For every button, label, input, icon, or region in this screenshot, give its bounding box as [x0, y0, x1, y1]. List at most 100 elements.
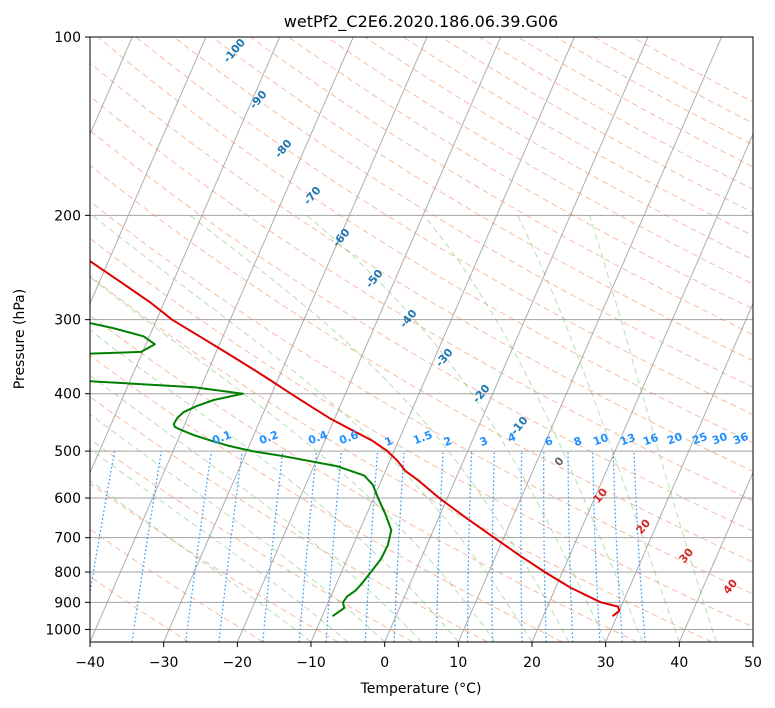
- dry-adiabat: [555, 37, 753, 146]
- moist-adiabat: [92, 214, 533, 642]
- moist-adiabat: [90, 448, 349, 642]
- dry-adiabat-label: -30: [433, 346, 456, 370]
- dry-adiabat: [326, 37, 753, 285]
- mixing-ratio-label: 1.5: [411, 428, 434, 447]
- mixing-ratio-label: 0.2: [257, 428, 280, 447]
- isotherm: [605, 302, 753, 642]
- mixing-ratio-label: 3: [478, 434, 490, 449]
- dry-adiabat-label: -70: [301, 184, 324, 208]
- dry-adiabat: [90, 164, 753, 563]
- dry-adiabat: [90, 396, 488, 642]
- dry-adiabat: [97, 37, 753, 444]
- dry-adiabat: [90, 575, 190, 642]
- dry-adiabat: [90, 314, 638, 642]
- dry-adiabat: [135, 37, 753, 416]
- moist-adiabat: [90, 479, 312, 642]
- moist-adiabat-label: 10: [590, 485, 610, 505]
- dry-adiabat-label: -90: [247, 88, 270, 112]
- profile-lines: [90, 259, 621, 618]
- mixing-ratio-line: [435, 451, 444, 642]
- moist-adiabat: [306, 214, 607, 642]
- dry-adiabat: [90, 62, 753, 472]
- isotherm: [531, 132, 753, 642]
- isotherm: [384, 37, 649, 642]
- mixing-ratio-label: 1: [383, 434, 395, 449]
- moist-adiabat-label: 40: [720, 576, 740, 596]
- y-tick-label: 800: [54, 565, 81, 581]
- x-tick-label: 30: [597, 655, 615, 671]
- dry-adiabat: [90, 528, 264, 642]
- mixing-ratio-line: [592, 451, 601, 642]
- mixing-ratio-line: [325, 451, 342, 642]
- moist-adiabat: [589, 215, 717, 642]
- isotherm: [236, 37, 502, 642]
- x-axis-label: Temperature (°C): [360, 681, 482, 697]
- chart-title: wetPf2_C2E6.2020.186.06.39.G06: [284, 12, 558, 32]
- mixing-ratio-line: [298, 451, 318, 642]
- isotherm: [752, 640, 753, 642]
- plot-frame: [89, 36, 754, 643]
- dry-adiabat: [90, 129, 753, 532]
- y-axis-label: Pressure (hPa): [12, 289, 28, 389]
- mixing-ratio-label: 8: [572, 434, 584, 449]
- x-tick-label: 50: [744, 655, 762, 671]
- mixing-ratio-line: [491, 451, 495, 642]
- dry-adiabat: [90, 354, 563, 642]
- mixing-ratio-line: [185, 451, 213, 642]
- dry-adiabat-label: -80: [272, 137, 295, 161]
- x-tick-label: −30: [149, 655, 179, 671]
- x-tick-label: 20: [523, 655, 541, 671]
- dry-adiabat: [364, 37, 753, 261]
- mixing-ratio-line: [262, 451, 284, 642]
- isotherm: [310, 37, 575, 642]
- isotherm: [457, 37, 723, 642]
- mixing-ratio-line: [90, 450, 116, 597]
- mixing-ratio-label: 13: [618, 431, 637, 448]
- dry-adiabat: [90, 95, 753, 502]
- y-tick-label: 700: [54, 531, 81, 547]
- isotherm: [0, 37, 59, 642]
- moist-adiabat: [90, 276, 496, 642]
- moist-adiabat-label: 20: [633, 516, 653, 536]
- x-tick-label: −10: [296, 655, 326, 671]
- mixing-ratio-label: 0.4: [306, 428, 329, 447]
- dewpoint-profile: [90, 322, 393, 618]
- mixing-ratio-label: 30: [710, 430, 729, 448]
- y-tick-label: 900: [54, 595, 81, 611]
- y-tick-label: 400: [54, 387, 81, 403]
- y-tick-label: 500: [54, 444, 81, 460]
- dry-adiabat: [90, 482, 339, 642]
- y-tick-label: 200: [54, 208, 81, 224]
- mixing-ratio-line: [520, 451, 523, 642]
- mixing-ratio-label: 4: [506, 430, 518, 445]
- dry-adiabat-label: -60: [330, 226, 353, 250]
- dry-adiabat: [90, 237, 753, 628]
- y-tick-label: 300: [54, 313, 81, 329]
- x-tick-label: −20: [223, 655, 253, 671]
- mixing-ratio-label: 20: [665, 430, 684, 448]
- x-tick-label: −40: [75, 655, 105, 671]
- isotherm: [163, 37, 428, 642]
- moist-adiabat: [517, 215, 680, 642]
- isotherm: [678, 471, 753, 642]
- mixing-ratio-line: [218, 451, 243, 642]
- dry-adiabat: [631, 37, 753, 103]
- isotherm: [90, 37, 354, 642]
- y-tick-label: 600: [54, 491, 81, 507]
- mixing-ratio-line: [633, 451, 646, 642]
- mixing-ratio-label: 6: [543, 434, 555, 449]
- dry-adiabat: [173, 37, 753, 388]
- dry-adiabat-label: -50: [363, 267, 386, 291]
- y-tick-label: 1000: [45, 622, 81, 638]
- y-tick-label: 100: [54, 30, 81, 46]
- mixing-ratio-label: 25: [690, 430, 709, 447]
- dry-adiabat-label: -40: [397, 307, 420, 331]
- x-tick-label: 10: [449, 655, 467, 671]
- mixing-ratio-label: 36: [731, 430, 750, 448]
- dry-adiabat: [90, 275, 712, 642]
- line-labels: -100-90-80-70-60-50-40-30-20-10010203040…: [210, 36, 750, 597]
- axes: −40 −30 −20 −10 0 10 20 30 40 50 1000 900 800 700 600 5…: [45, 30, 762, 671]
- dry-adiabat: [211, 37, 753, 362]
- x-tick-label: 0: [380, 655, 389, 671]
